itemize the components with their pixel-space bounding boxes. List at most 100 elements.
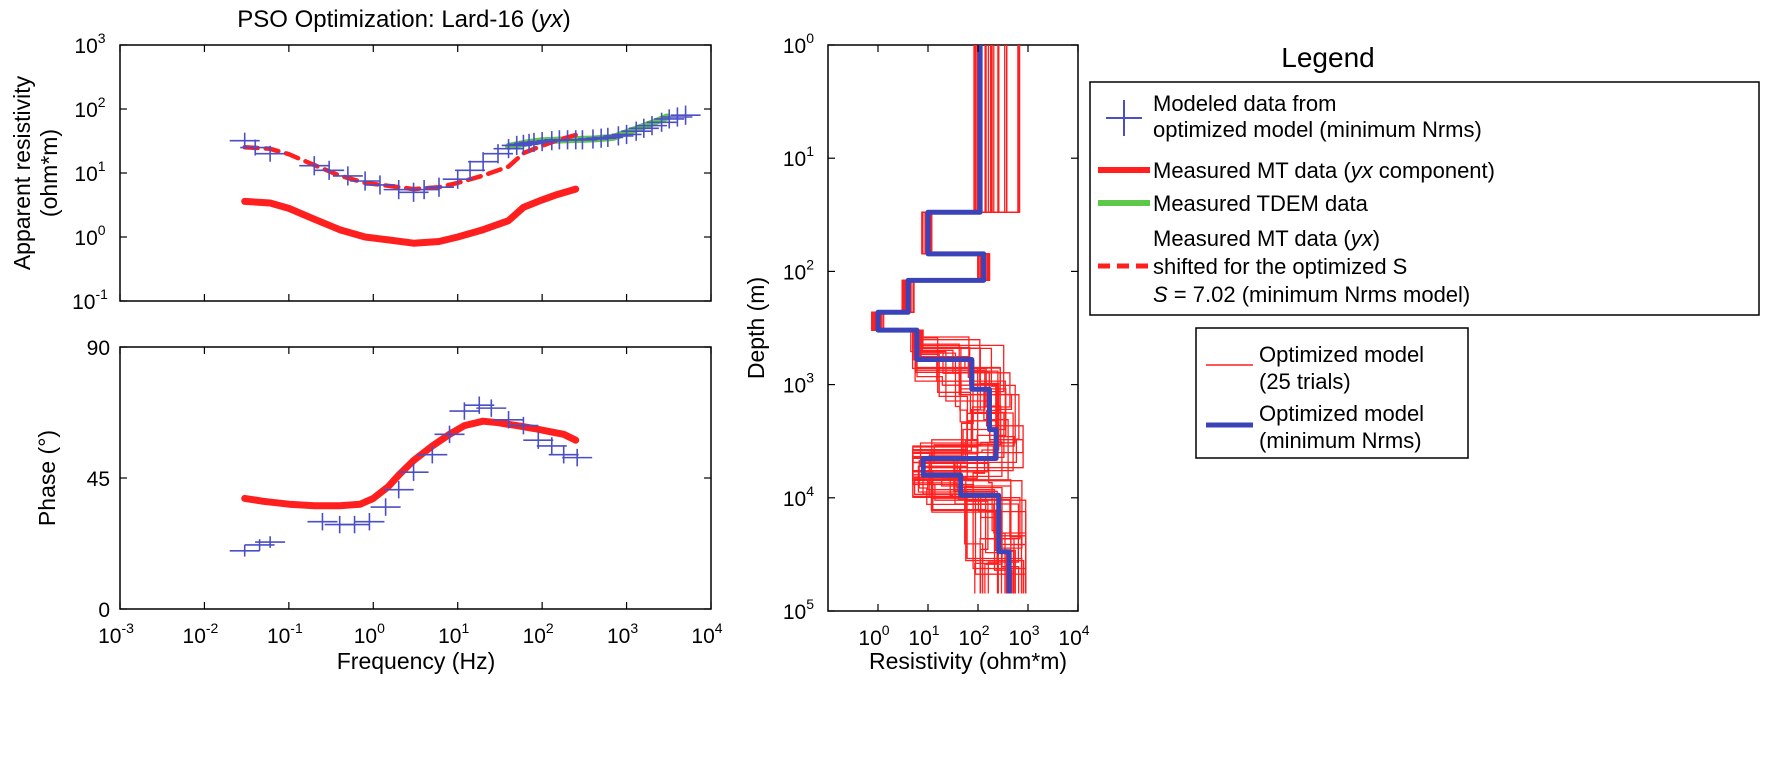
legend-label-shifted-line1: Measured MT data (yx) bbox=[1153, 226, 1380, 251]
data-point bbox=[299, 156, 330, 176]
data-point bbox=[603, 126, 634, 146]
data-point bbox=[518, 132, 549, 153]
legend-entry-measured-mt: Measured MT data (yx component) bbox=[1098, 158, 1495, 183]
depth-ylabel: Depth (m) bbox=[743, 277, 769, 379]
apparent-resistivity-axes-frame bbox=[119, 44, 712, 302]
best-model bbox=[875, 45, 1012, 594]
frequency-xlabel: Frequency (Hz) bbox=[337, 648, 495, 674]
legend-label-tdem: Measured TDEM data bbox=[1153, 191, 1369, 216]
y-tick-label: 101 bbox=[783, 143, 814, 171]
trial-model-line bbox=[879, 45, 1027, 594]
y-tick-label: 10-1 bbox=[72, 286, 108, 314]
data-point bbox=[628, 118, 659, 138]
x-tick-label: 101 bbox=[908, 622, 939, 650]
x-tick-label: 10-3 bbox=[98, 620, 134, 648]
data-point bbox=[423, 177, 454, 197]
x-tick-label: 100 bbox=[354, 620, 385, 648]
series-measured-mt-data-yx-shifted-for-the-optimized-s-line bbox=[242, 132, 578, 192]
legend-label-best-line2: (minimum Nrms) bbox=[1259, 428, 1422, 453]
data-point bbox=[476, 399, 507, 417]
figure-title: PSO Optimization: Lard-16 (yx) bbox=[237, 6, 570, 33]
data-point bbox=[229, 544, 260, 557]
data-point bbox=[370, 498, 401, 516]
data-point bbox=[646, 112, 677, 132]
y-tick-label: 102 bbox=[783, 256, 814, 284]
x-tick-label: 100 bbox=[858, 622, 889, 650]
data-point bbox=[434, 425, 465, 444]
legend-label-best-line1: Optimized model bbox=[1259, 401, 1424, 426]
legend-label-measured-mt: Measured MT data (yx component) bbox=[1153, 158, 1495, 183]
data-point bbox=[464, 396, 495, 414]
legend: Legend Modeled data from optimized model… bbox=[1089, 42, 1760, 459]
data-point bbox=[442, 169, 473, 189]
x-tick-label: 103 bbox=[1008, 622, 1039, 650]
x-tick-label: 102 bbox=[958, 622, 989, 650]
data-point bbox=[409, 180, 440, 200]
apparent-resistivity-panel: 10-1 100 101 102 103 Apparent resistivity (o… bbox=[9, 30, 712, 314]
data-point bbox=[548, 445, 579, 464]
data-point bbox=[240, 139, 271, 156]
x-tick-label: 10-2 bbox=[183, 620, 219, 648]
data-point bbox=[621, 121, 652, 141]
y-tick-label: 104 bbox=[783, 483, 814, 511]
phase-axes-frame bbox=[119, 346, 712, 610]
data-point bbox=[536, 131, 567, 151]
legend-box-models bbox=[1195, 327, 1469, 459]
data-point bbox=[255, 145, 286, 162]
trial-model-line bbox=[874, 45, 1025, 594]
legend-title: Legend bbox=[1281, 42, 1374, 73]
legend-entry-tdem: Measured TDEM data bbox=[1098, 191, 1369, 216]
x-tick-label: 103 bbox=[607, 620, 638, 648]
legend-label-shifted-line3: S = 7.02 (minimum Nrms model) bbox=[1153, 282, 1470, 307]
y-tick-label: 103 bbox=[74, 30, 105, 58]
data-point bbox=[508, 416, 539, 435]
data-point bbox=[350, 171, 381, 191]
legend-label-shifted-line2: shifted for the optimized S bbox=[1153, 254, 1407, 279]
phase-panel: 10-3 10-2 10-1 100 101 102 103 104 0 45 90 Phase (… bbox=[34, 337, 723, 674]
data-point bbox=[577, 129, 608, 149]
data-point bbox=[562, 448, 593, 467]
x-tick-label: 104 bbox=[691, 620, 722, 648]
legend-box-data bbox=[1089, 81, 1760, 316]
y-tick-label: 105 bbox=[783, 596, 814, 624]
resistivity-xlabel: Resistivity (ohm*m) bbox=[869, 648, 1067, 674]
data-point bbox=[417, 445, 448, 464]
y-tick-label: 101 bbox=[74, 158, 105, 186]
phase-series bbox=[229, 396, 593, 557]
data-point bbox=[307, 512, 338, 531]
data-point bbox=[383, 480, 414, 499]
y-tick-label: 102 bbox=[74, 94, 105, 122]
phase-ticks: 10-3 10-2 10-1 100 101 102 103 104 0 45 90 bbox=[87, 337, 723, 648]
data-point bbox=[455, 160, 486, 180]
data-point bbox=[468, 152, 499, 172]
legend-symbol-plus bbox=[1106, 100, 1142, 136]
data-point bbox=[536, 437, 567, 455]
y-tick-label: 45 bbox=[87, 468, 110, 491]
resistivity-depth-panel: 100 101 102 103 104 100 101 102 103 104 105 Depth … bbox=[743, 30, 1090, 674]
legend-label-modeled-line2: optimized model (minimum Nrms) bbox=[1153, 117, 1482, 142]
apparent-resistivity-ylabel-line2: (ohm*m) bbox=[36, 129, 62, 217]
data-point bbox=[364, 175, 395, 195]
data-point bbox=[654, 109, 685, 129]
trial-model-line bbox=[876, 45, 1027, 594]
data-point bbox=[255, 536, 286, 548]
legend-entry-modeled: Modeled data from optimized model (minim… bbox=[1106, 91, 1482, 142]
data-point bbox=[514, 133, 545, 154]
series-measured-mt-data-yx-component-line bbox=[241, 185, 580, 247]
data-point bbox=[314, 160, 345, 180]
series-modeled-data-from-optimized-model-minimum-nrms bbox=[229, 105, 701, 202]
legend-label-trials-line1: Optimized model bbox=[1259, 342, 1424, 367]
x-tick-label: 102 bbox=[523, 620, 554, 648]
data-point bbox=[398, 463, 429, 481]
y-tick-label: 100 bbox=[783, 30, 814, 58]
series-measured-mt-data-yx-component-line bbox=[241, 417, 580, 510]
y-tick-label: 90 bbox=[87, 337, 110, 360]
y-tick-label: 100 bbox=[74, 222, 105, 250]
data-point bbox=[662, 107, 693, 127]
legend-label-modeled-line1: Modeled data from bbox=[1153, 91, 1336, 116]
legend-entry-trials: Optimized model (25 trials) bbox=[1206, 342, 1424, 394]
x-tick-label: 104 bbox=[1058, 622, 1089, 650]
apparent-resistivity-ticks: 10-1 100 101 102 103 bbox=[72, 30, 712, 314]
data-point bbox=[332, 166, 363, 186]
